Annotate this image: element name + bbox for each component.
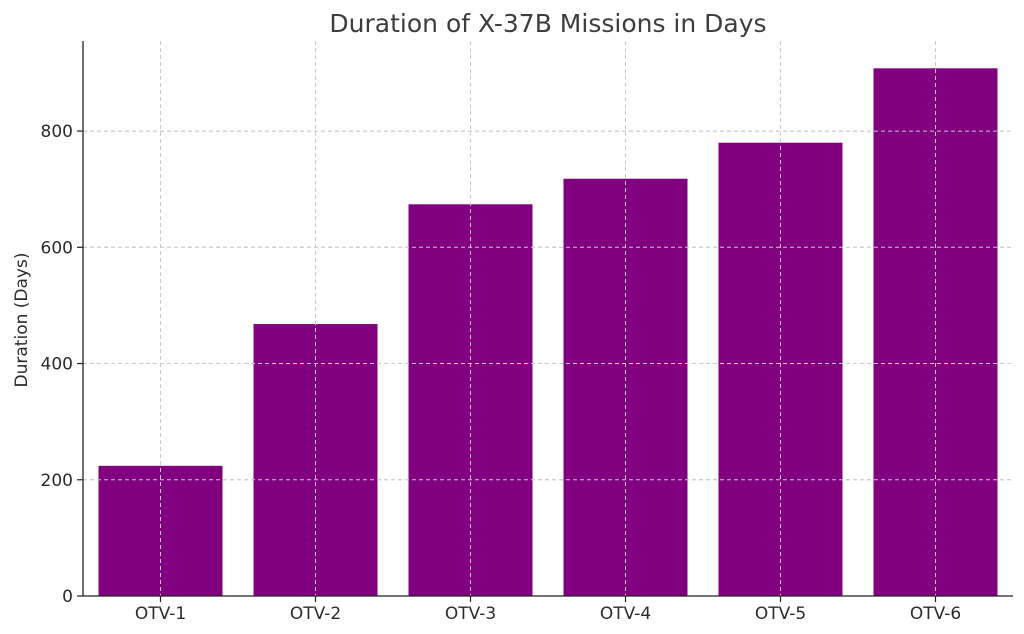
x-tick-label-otv-6: OTV-6 (910, 604, 961, 624)
x-tick-label-otv-4: OTV-4 (600, 604, 651, 624)
x-tick-label-otv-3: OTV-3 (445, 604, 496, 624)
y-tick-label-4: 800 (41, 122, 73, 142)
x-tick-label-otv-2: OTV-2 (290, 604, 341, 624)
y-tick-label-0: 0 (62, 587, 73, 607)
chart-title: Duration of X-37B Missions in Days (329, 9, 766, 38)
x-tick-label-otv-5: OTV-5 (755, 604, 806, 624)
y-tick-label-2: 400 (41, 355, 73, 375)
ticks-layer: 0 200 400 600 800 OTV-1 OTV-2 OTV-3 OTV-4 OTV-5 OT… (41, 122, 962, 624)
bars-layer (83, 41, 1013, 597)
axes-layer (82, 41, 1013, 597)
y-axis-label: Duration (Days) (12, 253, 32, 388)
y-tick-label-3: 600 (41, 238, 73, 258)
x-tick-label-otv-1: OTV-1 (135, 604, 186, 624)
bar-otv-2 (253, 324, 378, 596)
y-tick-label-1: 200 (41, 471, 73, 491)
